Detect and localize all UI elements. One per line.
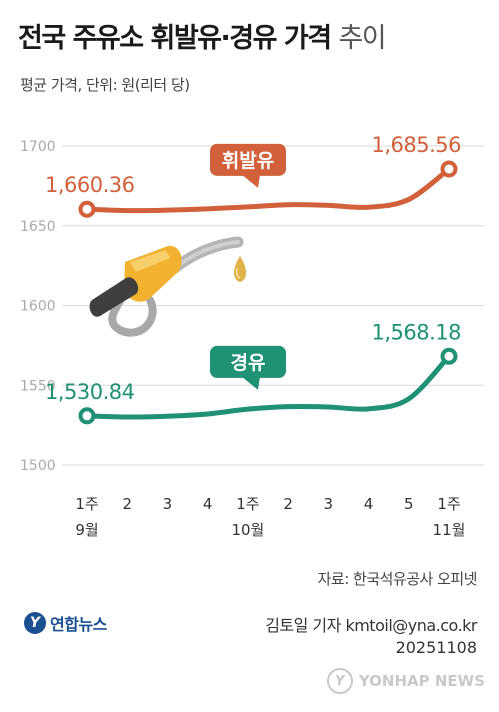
series-line [84,353,452,420]
x-axis: 1주 2 3 4 1주 2 3 4 5 1주 9월 10월 11월 [75,495,465,539]
x-tick-label: 3 [324,495,334,513]
yonhap-watermark: Y YONHAP NEWS [326,668,485,694]
y-tick-label: 1650 [20,219,56,235]
data-label: 1,660.36 [45,173,135,197]
x-tick-label: 1주 [236,495,259,513]
series-name: 휘발유 [222,150,274,172]
fuel-nozzle-illustration [89,236,246,337]
y-tick-label: 1600 [20,299,56,315]
watermark-icon: Y [326,668,353,694]
chart-title: 전국 주유소 휘발유·경유 가격 추이 [18,16,387,55]
x-tick-label: 1주 [75,495,98,513]
series-name-callout [210,143,286,176]
data-label: 1,530.84 [45,380,135,404]
x-tick-label: 2 [122,495,132,513]
endpoint-marker [78,407,96,425]
endpoint-marker [440,347,458,365]
month-label: 9월 [75,521,98,539]
data-label: 1,685.56 [371,133,461,157]
chart-subtitle: 평균 가격, 단위: 원(리터 당) [20,76,190,94]
yonhap-logo-icon: Y [24,612,46,634]
series-name-callout [210,345,286,378]
reporter-credit: 김토일 기자 kmtoil@yna.co.kr [265,616,477,635]
data-label: 1,568.18 [371,320,461,344]
callout-pointer [242,174,260,188]
title-main: 전국 주유소 휘발유·경유 가격 [18,23,332,54]
x-tick-label: 3 [163,495,173,513]
endpoint-marker [78,200,96,218]
callout-pointer [242,376,260,390]
y-tick-label: 1500 [20,458,56,474]
endpoint-marker [440,160,458,178]
logo-text: 연합뉴스 [50,615,107,634]
x-tick-label: 2 [283,495,293,513]
month-label: 10월 [231,521,264,539]
x-tick-label: 5 [404,495,414,513]
watermark-text: YONHAP NEWS [358,672,485,690]
x-tick-label: 4 [203,495,213,513]
series-lines: 휘발유 1,660.36 1,685.56 경유 1,530.84 1,568.18 [45,133,462,425]
publish-date: 20251108 [395,638,477,657]
data-source: 자료: 한국석유공사 오피넷 [317,570,478,588]
title-suffix: 추이 [338,23,386,54]
month-label: 11월 [433,521,466,539]
yonhap-logo: Y 연합뉴스 [24,611,107,635]
y-tick-label: 1550 [20,378,56,394]
series-name: 경유 [231,352,266,374]
series-line [84,166,452,214]
y-tick-label: 1700 [20,139,56,155]
y-axis: 1500 1550 1600 1650 1700 [20,139,56,474]
x-tick-label: 4 [364,495,374,513]
x-tick-label: 1주 [437,495,460,513]
